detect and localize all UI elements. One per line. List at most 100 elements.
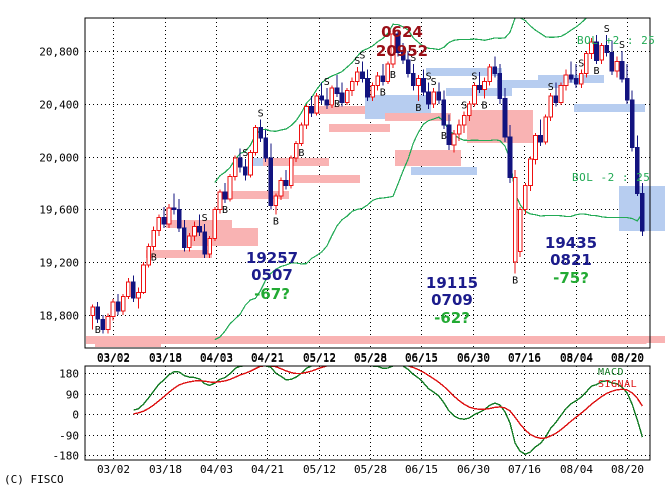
macd-x-tick: 07/16 (508, 463, 541, 476)
candlesticks (90, 30, 645, 334)
sell-marker: S (548, 82, 554, 93)
candle-body-up (390, 33, 396, 65)
macd-x-tick-top: 04/03 (200, 352, 233, 365)
candle-body-down (395, 33, 401, 53)
candle-body-down (629, 99, 635, 148)
price-y-tick: 18,800 (39, 310, 79, 323)
candle-body-up (589, 41, 594, 55)
candle-body-up (141, 264, 146, 293)
price-x-tick: 06/30 (457, 351, 490, 364)
low-0709-delta: -62? (434, 309, 470, 327)
macd-y-tick: -90 (59, 430, 79, 443)
candle-body-up (451, 133, 457, 146)
candle-body-down (181, 227, 187, 249)
macd-x-tick: 06/15 (405, 463, 438, 476)
macd-x-tick: 04/03 (200, 463, 233, 476)
candle-body-up (120, 296, 126, 312)
sell-marker: S (258, 109, 264, 120)
macd-x-tick-top: 05/28 (354, 352, 387, 365)
candle-body-down (263, 137, 269, 159)
buy-zone-band (263, 158, 329, 166)
candle-body-down (573, 78, 579, 85)
price-x-tick: 03/18 (149, 351, 182, 364)
candle-body-up (548, 95, 554, 118)
macd-x-tick: 06/30 (457, 463, 490, 476)
candle-body-up (579, 72, 584, 85)
sell-marker: S (461, 101, 467, 112)
candle-body-up (370, 84, 375, 98)
candle-body-down (324, 99, 330, 106)
sell-marker: S (471, 72, 477, 83)
buy-marker: B (273, 217, 279, 228)
candle-body-up (533, 135, 538, 160)
candle-body-down (405, 59, 411, 74)
candle-body-down (222, 191, 228, 200)
price-y-tick: 19,600 (39, 204, 79, 217)
price-x-tick: 04/03 (200, 351, 233, 364)
buy-zone-band (228, 191, 289, 199)
last-annotation-0821: 19435 0821 -75? (545, 234, 597, 287)
macd-x-tick: 05/28 (354, 463, 387, 476)
candle-body-down (624, 78, 630, 101)
last-0821-delta: -75? (553, 269, 589, 287)
candle-body-down (477, 84, 482, 90)
candle-body-down (640, 193, 645, 232)
candle-body-up (344, 90, 350, 103)
candle-body-down (553, 95, 559, 104)
macd-x-tick-top: 06/15 (405, 352, 438, 365)
candle-body-down (507, 136, 513, 179)
candle-body-up (461, 115, 467, 126)
candle-body-up (563, 74, 569, 86)
buy-zone-band (467, 110, 533, 143)
candle-body-down (258, 127, 263, 139)
buy-zone-band (166, 220, 232, 228)
candle-body-up (166, 207, 172, 225)
candle-body-up (187, 235, 192, 249)
candle-body-down (95, 306, 101, 320)
low-0507-date: 0507 (251, 266, 293, 284)
candle-body-up (385, 63, 391, 82)
buy-zone-band (146, 250, 212, 258)
candle-body-up (512, 177, 518, 263)
buy-marker: B (95, 325, 101, 336)
bollinger-lower-line (214, 116, 643, 341)
candle-body-up (288, 157, 294, 187)
candle-body-up (253, 127, 258, 154)
candle-body-down (319, 95, 325, 101)
candle-body-down (426, 91, 431, 105)
price-x-tick: 07/16 (508, 351, 541, 364)
price-y-tick: 20,400 (39, 99, 79, 112)
buy-marker: B (298, 148, 304, 159)
macd-y-tick: 180 (59, 368, 79, 381)
candle-body-up (349, 80, 355, 92)
bol-upper-label: BOL +2 : 25 (577, 34, 655, 47)
buy-zone-band (294, 175, 360, 183)
sell-zone-band (411, 167, 477, 175)
candle-body-up (558, 84, 564, 104)
candle-body-down (411, 72, 416, 86)
last-0821-value: 19435 (545, 234, 597, 252)
sell-marker: S (354, 56, 360, 67)
candle-body-up (584, 53, 589, 74)
candle-body-down (237, 157, 243, 168)
peak-annotation: 0624 20952 (376, 23, 428, 60)
price-x-tick: 03/02 (97, 351, 130, 364)
candle-body-up (156, 216, 162, 232)
candle-body-up (293, 142, 299, 159)
macd-x-tick-top: 06/30 (457, 352, 490, 365)
sell-marker: S (359, 51, 365, 62)
candle-body-down (334, 87, 340, 94)
candle-body-up (146, 245, 152, 266)
candle-body-up (304, 105, 309, 126)
sell-marker: S (619, 40, 625, 51)
candle-body-up (273, 195, 279, 206)
candle-body-down (365, 78, 370, 98)
price-y-tick: 19,200 (39, 257, 79, 270)
candle-body-up (232, 157, 238, 177)
candle-body-down (568, 74, 574, 80)
candle-body-up (543, 116, 548, 143)
buy-marker: B (151, 252, 157, 263)
macd-x-tick-top: 03/18 (149, 352, 182, 365)
candle-body-down (176, 208, 182, 229)
